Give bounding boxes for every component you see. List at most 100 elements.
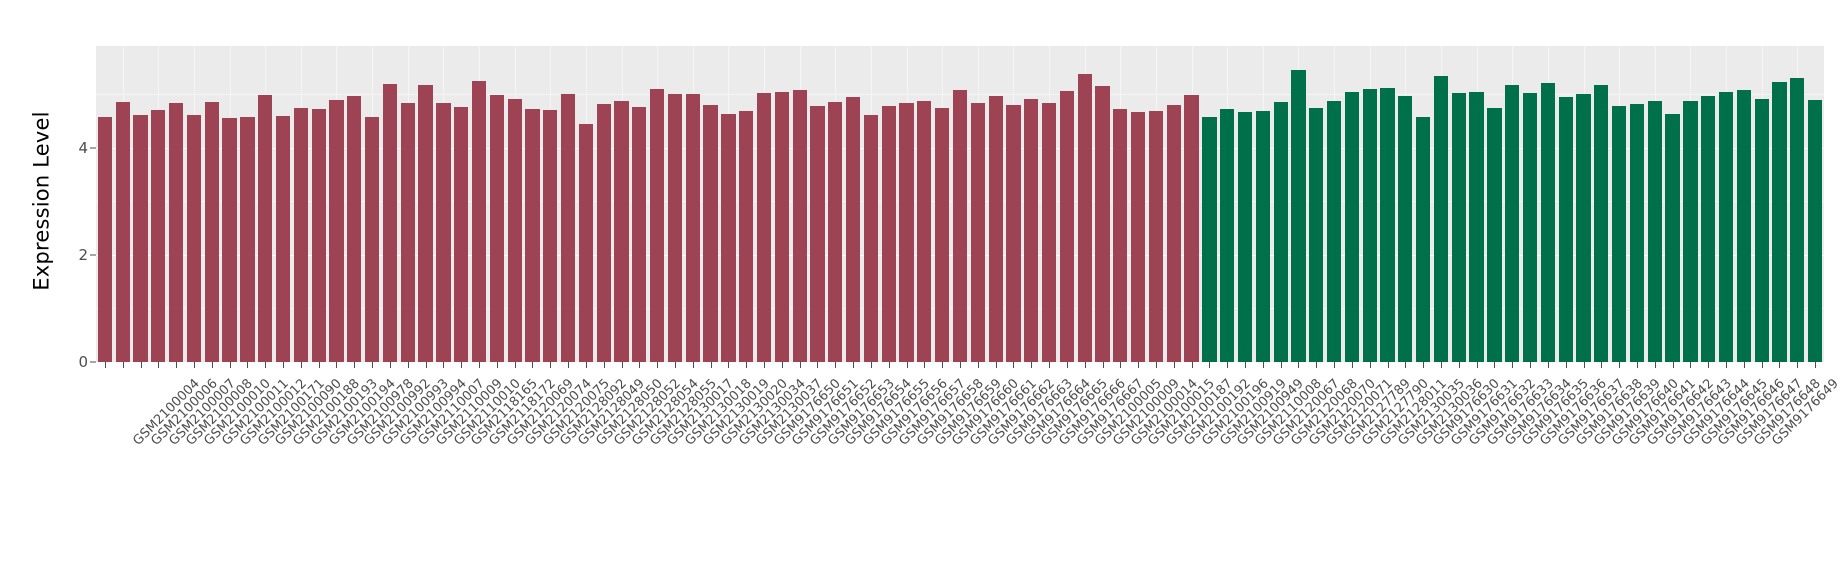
x-axis-tick-mark bbox=[176, 362, 178, 368]
bar bbox=[756, 92, 772, 362]
bar bbox=[543, 109, 558, 362]
x-axis-tick-mark bbox=[1476, 362, 1478, 368]
x-axis-tick-mark bbox=[514, 362, 516, 368]
bar bbox=[1095, 86, 1110, 362]
x-axis-tick-mark bbox=[104, 362, 106, 368]
x-axis-tick-mark bbox=[692, 362, 694, 368]
bar bbox=[1505, 85, 1520, 362]
bar bbox=[240, 117, 255, 362]
bar bbox=[436, 103, 451, 362]
x-axis-tick-mark bbox=[1387, 362, 1389, 368]
bar bbox=[1558, 97, 1573, 362]
x-axis-tick-mark bbox=[300, 362, 302, 368]
bar bbox=[1326, 101, 1342, 362]
x-axis-tick-mark bbox=[1351, 362, 1353, 368]
x-axis-tick-mark bbox=[372, 362, 374, 368]
bar bbox=[1612, 106, 1627, 362]
x-axis-tick-mark bbox=[1209, 362, 1211, 368]
x-axis-tick-mark bbox=[621, 362, 623, 368]
x-axis-tick-mark bbox=[1191, 362, 1193, 368]
bar bbox=[1790, 77, 1805, 362]
x-axis-tick-mark bbox=[1173, 362, 1175, 368]
bar bbox=[1059, 91, 1074, 362]
bar bbox=[970, 102, 985, 362]
x-axis-tick-mark bbox=[603, 362, 605, 368]
bar bbox=[151, 110, 166, 362]
x-axis-tick-mark bbox=[1262, 362, 1264, 368]
x-axis-tick-mark bbox=[585, 362, 587, 368]
x-axis-tick-mark bbox=[746, 362, 748, 368]
x-axis-tick-mark bbox=[1797, 362, 1799, 368]
x-axis-tick-mark bbox=[1013, 362, 1015, 368]
bar bbox=[1237, 112, 1253, 362]
bar bbox=[863, 114, 879, 362]
x-axis-tick-mark bbox=[1601, 362, 1603, 368]
bar bbox=[1451, 92, 1466, 362]
x-axis-tick-mark bbox=[318, 362, 320, 368]
x-axis-tick-mark bbox=[1155, 362, 1157, 368]
x-axis-tick-mark bbox=[193, 362, 195, 368]
bar bbox=[881, 106, 896, 362]
bar bbox=[1362, 88, 1377, 362]
bar bbox=[828, 101, 843, 362]
bar bbox=[275, 115, 291, 362]
bar bbox=[525, 108, 540, 362]
x-axis-tick-mark bbox=[122, 362, 124, 368]
bar bbox=[1665, 113, 1680, 362]
bar bbox=[810, 106, 825, 362]
bar bbox=[596, 104, 611, 362]
bar bbox=[1380, 87, 1395, 362]
x-axis-tick-mark bbox=[568, 362, 570, 368]
x-axis-tick-mark bbox=[1583, 362, 1585, 368]
bar bbox=[115, 101, 130, 362]
bar bbox=[1202, 117, 1217, 362]
x-axis-tick-mark bbox=[728, 362, 730, 368]
x-axis-tick-mark bbox=[1565, 362, 1567, 368]
bar bbox=[204, 101, 219, 362]
bar bbox=[1754, 98, 1769, 362]
x-axis-tick-mark bbox=[1031, 362, 1033, 368]
bar bbox=[400, 102, 415, 362]
bar bbox=[1576, 93, 1591, 362]
bar bbox=[258, 95, 273, 362]
x-axis-tick-mark bbox=[1494, 362, 1496, 368]
bar bbox=[1487, 107, 1502, 362]
x-axis-tick-mark bbox=[657, 362, 659, 368]
bar bbox=[739, 110, 754, 362]
bar bbox=[1540, 82, 1555, 362]
x-axis-tick-mark bbox=[158, 362, 160, 368]
x-axis-tick-mark bbox=[1440, 362, 1442, 368]
x-axis-tick-mark bbox=[1369, 362, 1371, 368]
bar bbox=[1344, 92, 1360, 362]
bar bbox=[1255, 110, 1270, 362]
x-axis-tick-mark bbox=[443, 362, 445, 368]
x-axis-tick-mark bbox=[1084, 362, 1086, 368]
x-axis-tick-mark bbox=[1138, 362, 1140, 368]
x-axis-tick-mark bbox=[407, 362, 409, 368]
x-axis-tick-mark bbox=[1761, 362, 1763, 368]
x-axis-tick-mark bbox=[283, 362, 285, 368]
bar bbox=[1148, 111, 1164, 362]
bar bbox=[667, 94, 683, 362]
bar bbox=[133, 114, 148, 362]
x-axis-tick-mark bbox=[1512, 362, 1514, 368]
bar bbox=[899, 103, 914, 362]
x-axis-tick-mark bbox=[1280, 362, 1282, 368]
x-axis-tick-mark bbox=[1120, 362, 1122, 368]
bar bbox=[293, 108, 308, 362]
x-axis-tick-mark bbox=[354, 362, 356, 368]
x-axis-tick-mark bbox=[781, 362, 783, 368]
bar bbox=[1594, 84, 1609, 362]
bar bbox=[1077, 73, 1092, 362]
bar bbox=[1398, 95, 1413, 362]
x-axis-tick-mark bbox=[336, 362, 338, 368]
bar bbox=[1041, 103, 1057, 362]
x-axis-tick-mark bbox=[1049, 362, 1051, 368]
x-axis-tick-mark bbox=[764, 362, 766, 368]
bar bbox=[845, 97, 861, 362]
x-axis-tick-mark bbox=[1334, 362, 1336, 368]
bar bbox=[917, 100, 932, 362]
x-axis-tick-mark bbox=[1815, 362, 1817, 368]
x-axis-tick-mark bbox=[995, 362, 997, 368]
